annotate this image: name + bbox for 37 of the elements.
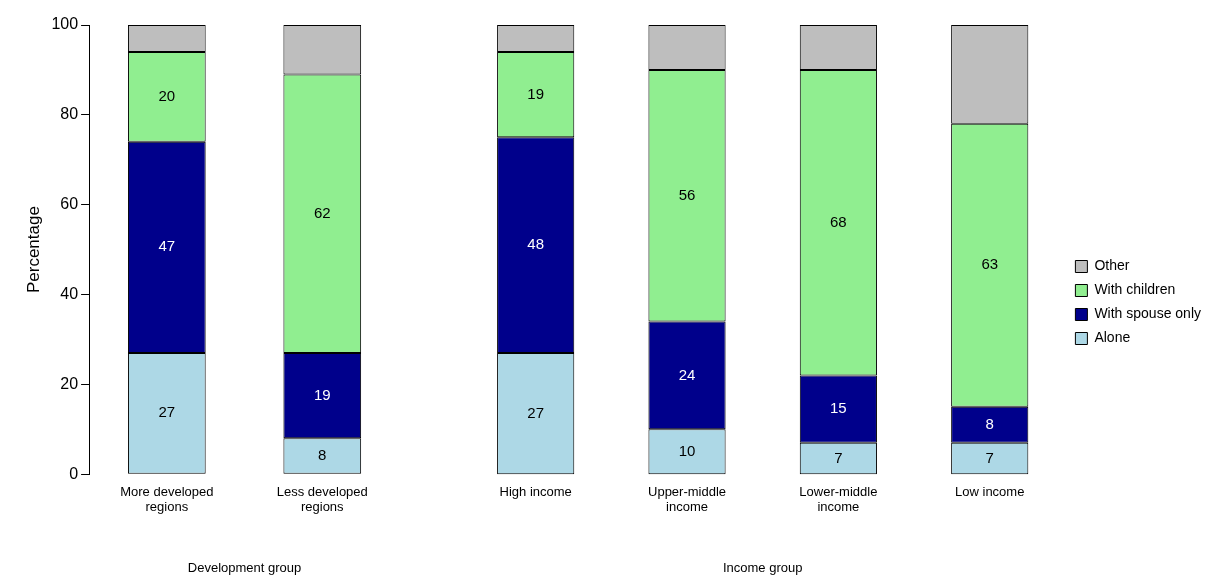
legend-label: Alone [1094, 329, 1131, 346]
x-tick-label: Upper-middle income [648, 483, 727, 515]
data-label: 15 [830, 399, 847, 417]
x-tick-label: Less developed regions [276, 483, 368, 515]
legend-label: With spouse only [1094, 305, 1201, 322]
data-label: 47 [158, 237, 176, 255]
x-tick-label: More developed regions [120, 483, 214, 515]
y-tick-label: 40 [60, 284, 79, 302]
legend-label: With children [1094, 281, 1176, 298]
data-label: 19 [527, 84, 545, 102]
data-label: 8 [318, 446, 327, 464]
data-label: 7 [834, 448, 843, 466]
data-label: 8 [985, 414, 994, 432]
y-tick-label: 60 [60, 195, 79, 213]
y-tick-label: 100 [51, 15, 79, 33]
data-label: 68 [830, 212, 847, 230]
data-label: 27 [158, 403, 176, 421]
data-label: 27 [527, 403, 545, 421]
data-label: 63 [981, 255, 999, 273]
y-tick-label: 80 [60, 105, 79, 123]
x-axis-title: Development group [187, 559, 302, 575]
legend-label: Other [1094, 257, 1130, 274]
data-label: 48 [527, 235, 545, 253]
data-label: 10 [678, 441, 696, 459]
data-label: 20 [158, 87, 176, 105]
data-label: 56 [678, 185, 696, 203]
x-tick-label: High income [499, 483, 572, 499]
x-tick-label: Lower-middle income [799, 483, 878, 515]
x-tick-label: Low income [955, 483, 1025, 499]
y-tick-label: 0 [69, 464, 79, 482]
data-label: 24 [678, 365, 696, 383]
data-label: 19 [313, 385, 331, 403]
data-label: 62 [313, 203, 331, 221]
y-tick-label: 20 [60, 374, 79, 392]
x-axis-title: Income group [722, 559, 803, 575]
y-axis-title: Percentage [23, 206, 43, 294]
data-label: 7 [985, 448, 994, 466]
